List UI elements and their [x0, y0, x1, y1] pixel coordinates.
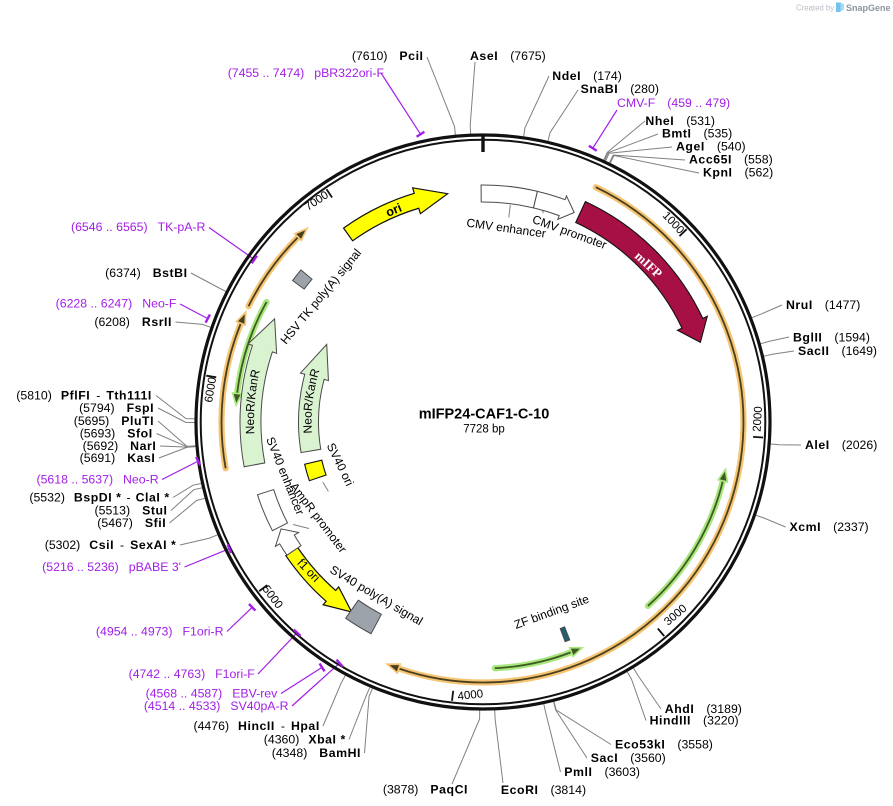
- svg-text:SnaBI(280): SnaBI (280): [581, 82, 659, 96]
- svg-text:Created by: Created by: [796, 4, 834, 13]
- svg-text:AgeI(540): AgeI (540): [676, 140, 746, 154]
- svg-text:7728 bp: 7728 bp: [463, 424, 505, 436]
- svg-text:(5532)BspDI *-ClaI *: (5532) BspDI * - ClaI *: [29, 491, 169, 505]
- svg-text:4000: 4000: [457, 688, 484, 703]
- svg-text:KpnI(562): KpnI (562): [703, 166, 773, 180]
- svg-text:CMV-F(459 .. 479): CMV-F (459 .. 479): [617, 96, 730, 110]
- svg-text:BmtI(535): BmtI (535): [662, 127, 732, 141]
- svg-text:mIFP24-CAF1-C-10: mIFP24-CAF1-C-10: [419, 407, 550, 423]
- svg-text:NruI(1477): NruI (1477): [786, 298, 860, 312]
- svg-text:NheI(531): NheI (531): [645, 114, 715, 128]
- svg-text:(5467)SfiI: (5467) SfiI: [97, 516, 166, 530]
- svg-text:Acc65I(558): Acc65I (558): [689, 153, 773, 167]
- svg-text:(6546 .. 6565)TK-pA-R: (6546 .. 6565) TK-pA-R: [71, 220, 206, 234]
- svg-text:(6228 .. 6247)Neo-F: (6228 .. 6247) Neo-F: [56, 297, 177, 311]
- svg-text:(4476)HincII-HpaI: (4476) HincII - HpaI: [194, 719, 320, 733]
- svg-text:(4742 .. 4763)F1ori-F: (4742 .. 4763) F1ori-F: [129, 667, 256, 681]
- svg-text:(4954 .. 4973)F1ori-R: (4954 .. 4973) F1ori-R: [96, 625, 224, 639]
- svg-text:ori: ori: [384, 201, 404, 220]
- svg-text:(5302)CsiI-SexAI *: (5302) CsiI - SexAI *: [45, 538, 177, 552]
- svg-text:BglII(1594): BglII (1594): [793, 331, 870, 345]
- svg-text:SacII(1649): SacII (1649): [798, 344, 877, 358]
- svg-text:6000: 6000: [203, 376, 219, 403]
- svg-text:Eco53kI(3558): Eco53kI (3558): [615, 738, 713, 752]
- svg-text:NdeI(174): NdeI (174): [552, 69, 622, 83]
- svg-text:2000: 2000: [752, 406, 765, 432]
- svg-text:AhdI(3189): AhdI (3189): [665, 702, 742, 716]
- svg-text:EcoRI(3814): EcoRI (3814): [501, 783, 586, 797]
- svg-text:XcmI(2337): XcmI (2337): [790, 520, 869, 534]
- svg-text:SacI(3560): SacI (3560): [591, 751, 666, 765]
- svg-text:(5216 .. 5236)pBABE 3': (5216 .. 5236) pBABE 3': [42, 560, 181, 574]
- svg-text:(5618 .. 5637)Neo-R: (5618 .. 5637) Neo-R: [36, 473, 158, 487]
- svg-text:(5810)PflFI-Tth111I: (5810) PflFI - Tth111I: [16, 389, 152, 403]
- svg-text:HindIII(3220): HindIII (3220): [650, 714, 739, 728]
- svg-text:(4514 .. 4533)SV40pA-R: (4514 .. 4533) SV40pA-R: [144, 699, 289, 713]
- svg-text:AseI(7675): AseI (7675): [470, 49, 546, 63]
- svg-text:AleI(2026): AleI (2026): [805, 438, 877, 452]
- svg-text:(4568 .. 4587)EBV-rev: (4568 .. 4587) EBV-rev: [146, 687, 279, 701]
- svg-text:PmlI(3603): PmlI (3603): [564, 765, 640, 779]
- svg-text:SnapGene: SnapGene: [846, 3, 891, 13]
- svg-text:(7610)PciI: (7610) PciI: [352, 49, 424, 63]
